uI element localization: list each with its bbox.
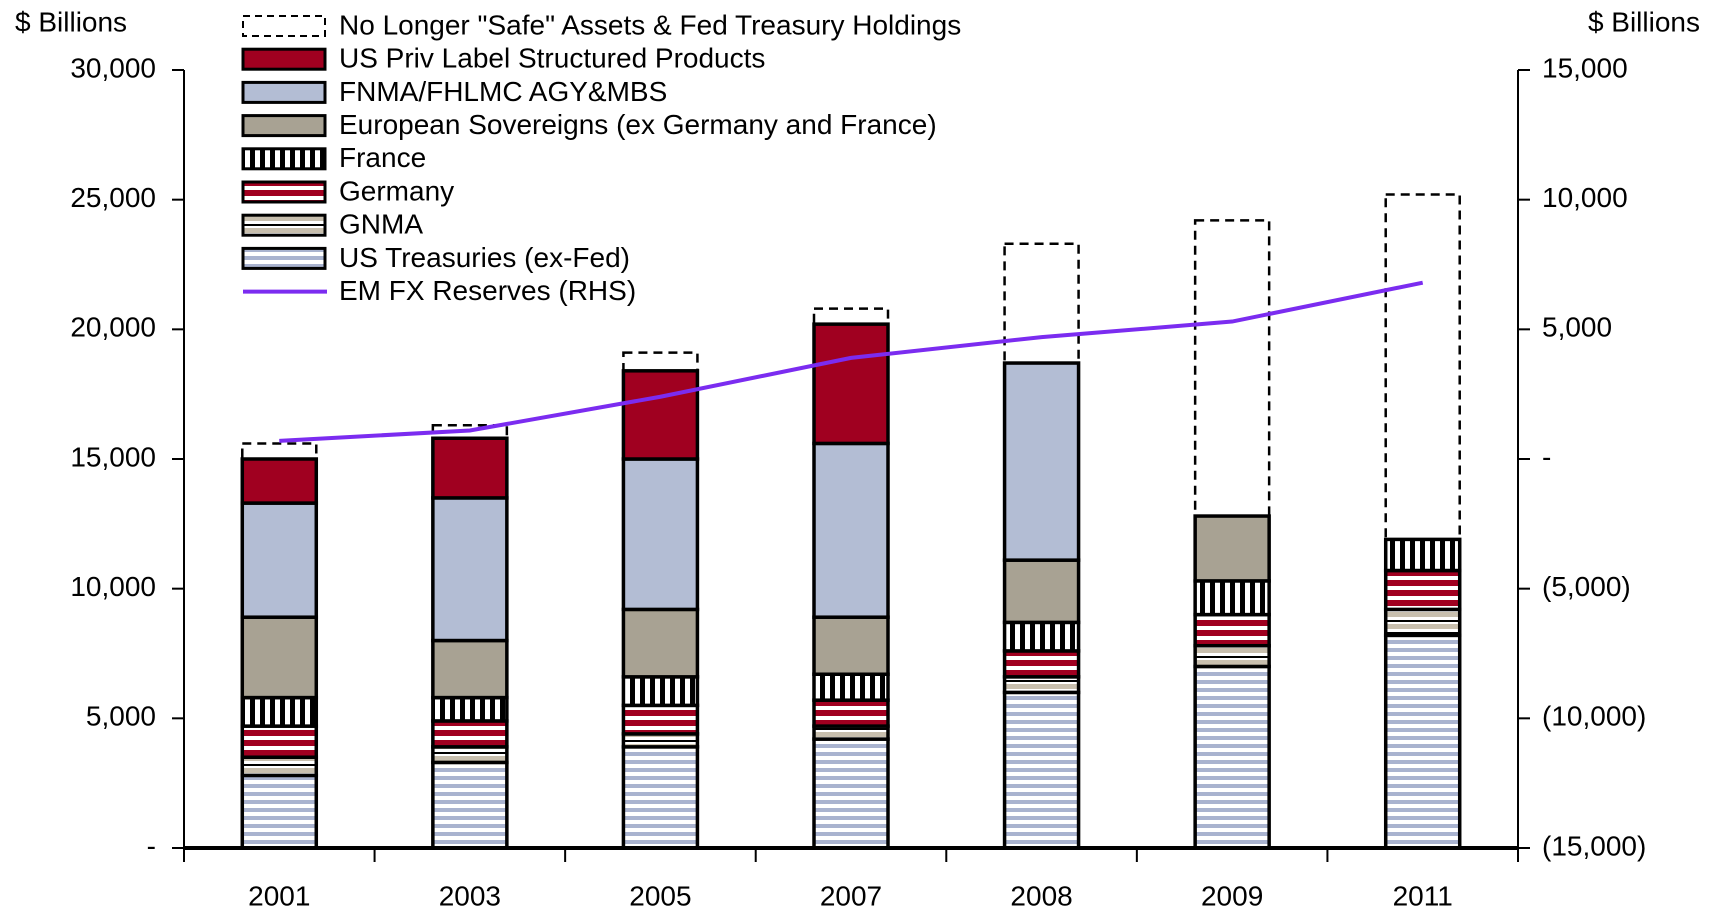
- x-tick-label: 2011: [1393, 880, 1453, 911]
- legend-label: Germany: [339, 175, 454, 206]
- y-tick-label: 10,000: [70, 571, 156, 602]
- bar-segment: [621, 369, 700, 461]
- y2-tick-label: -: [1542, 441, 1551, 472]
- bar-segment: [812, 698, 890, 728]
- bar-segment: [1002, 675, 1081, 695]
- bar-segment: [431, 638, 509, 700]
- legend-label: No Longer "Safe" Assets & Fed Treasury H…: [339, 9, 961, 40]
- bar-segment: [1193, 612, 1271, 648]
- bar-segment: [1003, 242, 1080, 365]
- bar-segment: [431, 695, 509, 723]
- legend-swatch: [241, 180, 327, 204]
- y-tick-label: 20,000: [70, 312, 156, 343]
- y2-tick-label: (5,000): [1542, 571, 1631, 602]
- y2-tick-label: 5,000: [1542, 312, 1612, 343]
- bar-segment: [1193, 514, 1271, 583]
- bar-segment: [240, 615, 319, 700]
- y-tick-label: 30,000: [70, 52, 156, 83]
- bar-segment: [240, 755, 319, 778]
- bar-segment: [240, 695, 319, 728]
- bar-segment: [812, 441, 890, 619]
- bar-segment: [240, 724, 319, 759]
- bar-segment: [621, 607, 700, 679]
- bar-segment: [1193, 664, 1271, 850]
- x-tick-label: 2003: [439, 880, 501, 911]
- y-tick-label: 5,000: [86, 701, 156, 732]
- legend-swatch: [241, 114, 327, 138]
- legend-label: FNMA/FHLMC AGY&MBS: [339, 76, 667, 107]
- x-tick-label: 2007: [820, 880, 882, 911]
- x-tick-label: 2009: [1201, 880, 1263, 911]
- bar-segment: [1384, 193, 1461, 541]
- legend-label: European Sovereigns (ex Germany and Fran…: [339, 109, 937, 140]
- bar-segment: [431, 719, 509, 749]
- y-tick-label: 15,000: [70, 441, 156, 472]
- y2-tick-label: (15,000): [1542, 830, 1646, 861]
- y-tick-label: -: [147, 830, 156, 861]
- bar-segment: [1383, 607, 1462, 638]
- bar-segment: [812, 737, 890, 850]
- bar-segment: [1002, 690, 1081, 850]
- bar-segment: [621, 745, 700, 850]
- y2-axis-title: $ Billions: [1588, 6, 1700, 37]
- bar-segment: [621, 457, 700, 612]
- bar-segment: [1002, 649, 1081, 679]
- bar-segment: [1002, 558, 1081, 625]
- y-axis-title: $ Billions: [15, 6, 127, 37]
- bar-segment: [812, 307, 890, 326]
- legend-label: US Treasuries (ex-Fed): [339, 242, 630, 273]
- bar-segment: [1002, 620, 1081, 653]
- legend-swatch: [241, 47, 327, 71]
- bar-segment: [1193, 643, 1271, 669]
- bar-segment: [240, 457, 319, 505]
- bar-segment: [812, 724, 890, 741]
- bar-segment: [1383, 537, 1462, 573]
- bar-segment: [621, 675, 700, 708]
- legend-label: France: [339, 142, 426, 173]
- y-tick-label: 25,000: [70, 182, 156, 213]
- y2-tick-label: 15,000: [1542, 52, 1628, 83]
- bar-segment: [241, 442, 318, 461]
- bar-segment: [622, 351, 699, 373]
- bar-segment: [1002, 361, 1081, 562]
- bar-segment: [431, 436, 509, 500]
- bar-segment: [621, 703, 700, 736]
- legend-label: GNMA: [339, 209, 423, 240]
- bar-segment: [812, 615, 890, 676]
- bar-segment: [431, 745, 509, 765]
- x-tick-label: 2005: [629, 880, 691, 911]
- bar-segment: [1193, 219, 1271, 518]
- bar-segment: [621, 732, 700, 749]
- legend-swatch: [241, 147, 327, 171]
- bar-segment: [240, 773, 319, 850]
- bar-segment: [1193, 579, 1271, 617]
- x-tick-label: 2008: [1010, 880, 1072, 911]
- y2-tick-label: (10,000): [1542, 701, 1646, 732]
- legend-swatch: [241, 80, 327, 104]
- bar-segment: [1383, 568, 1462, 612]
- bar-segment: [240, 501, 319, 619]
- x-tick-label: 2001: [248, 880, 310, 911]
- legend-label: EM FX Reserves (RHS): [339, 275, 636, 306]
- bar-segment: [431, 496, 509, 643]
- legend-swatch: [241, 246, 327, 270]
- bar-segment: [431, 760, 509, 850]
- bar-segment: [1383, 633, 1462, 850]
- bar-segment: [812, 322, 890, 446]
- y2-tick-label: 10,000: [1542, 182, 1628, 213]
- line-series: [279, 280, 1424, 443]
- bar-segment: [812, 672, 890, 702]
- legend-swatch: [241, 213, 327, 237]
- legend-label: US Priv Label Structured Products: [339, 43, 765, 74]
- legend-swatch: [242, 15, 326, 37]
